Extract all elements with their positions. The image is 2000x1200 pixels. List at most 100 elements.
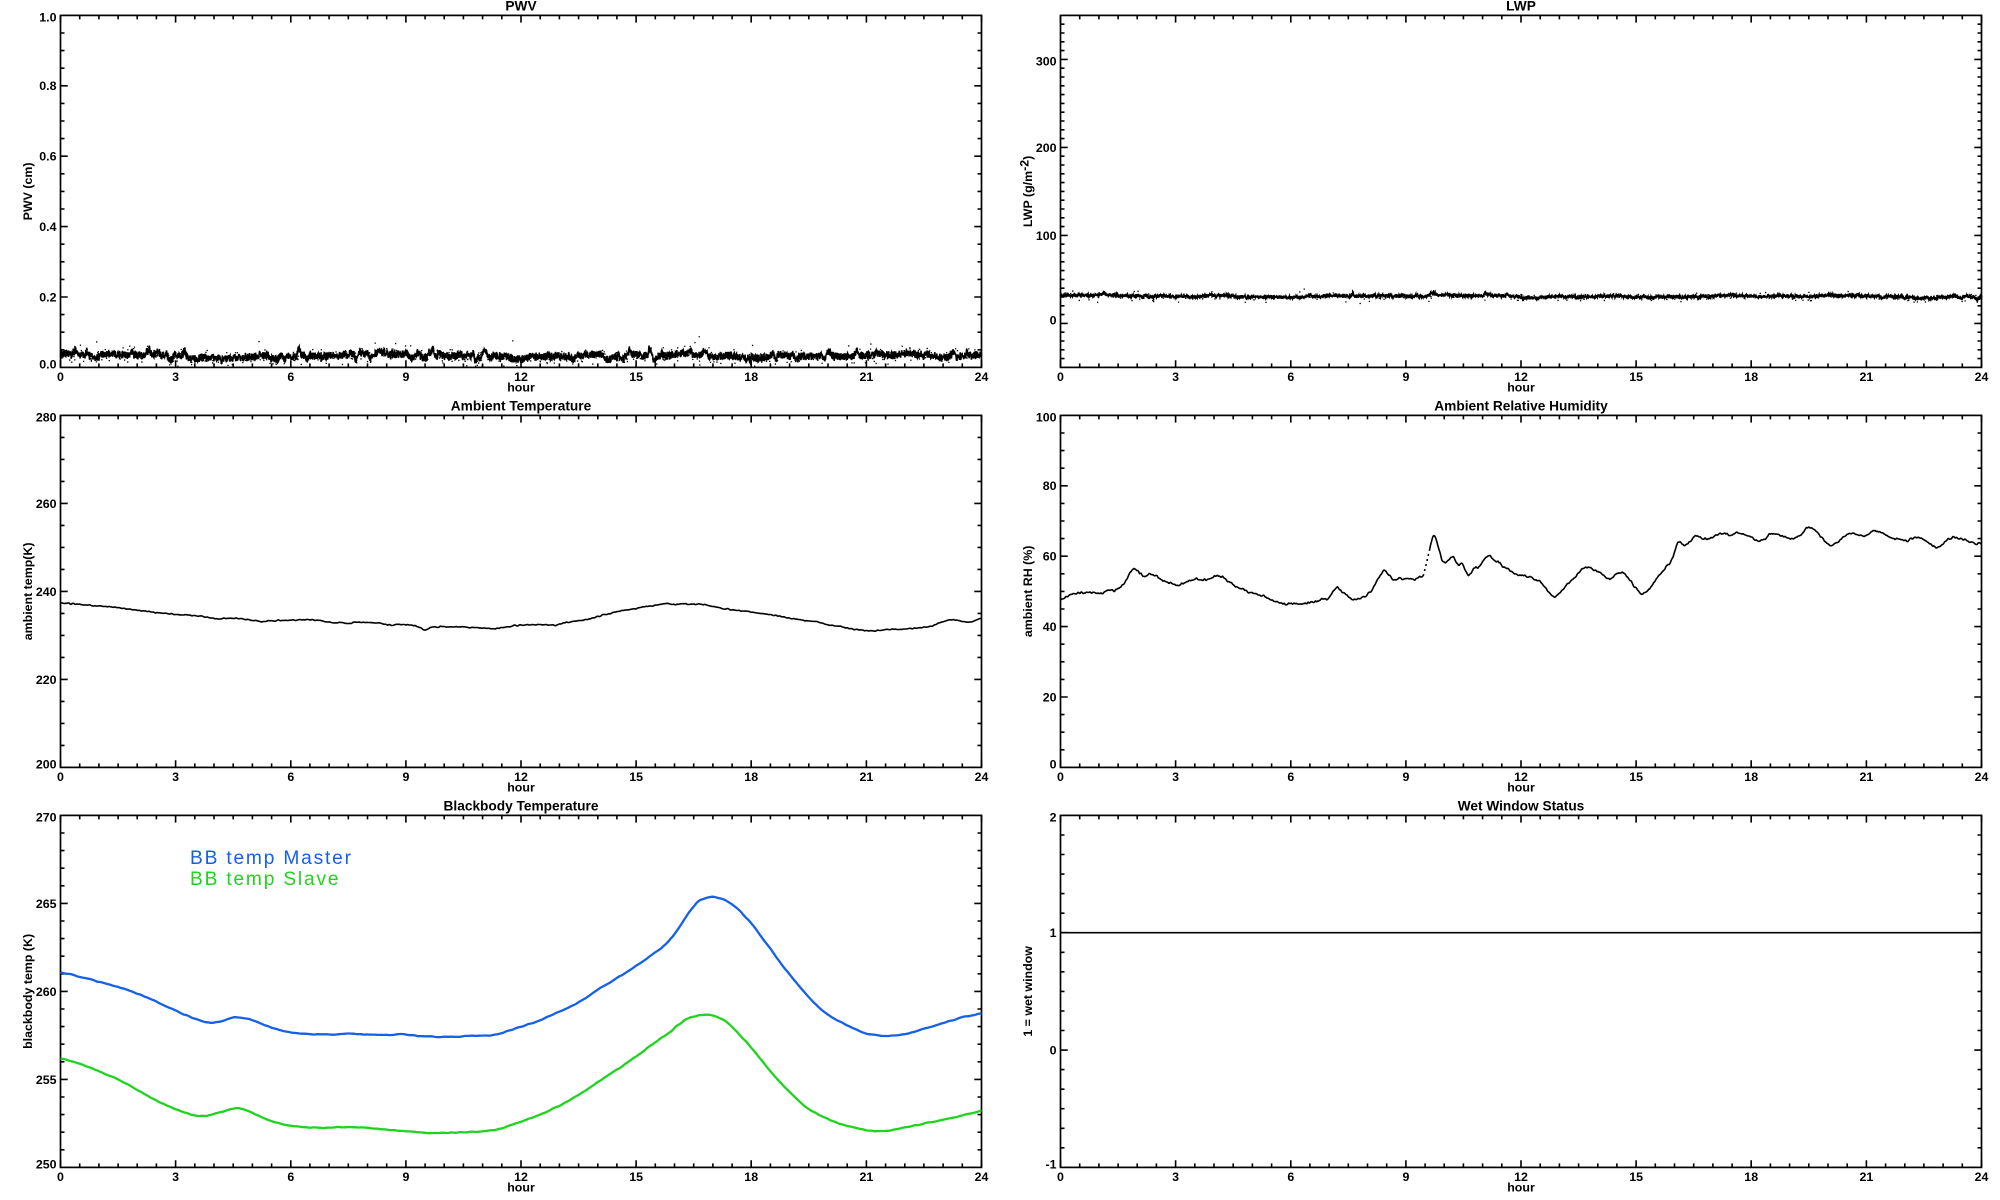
svg-text:300: 300 [1036, 55, 1057, 69]
svg-text:18: 18 [744, 370, 758, 384]
svg-text:3: 3 [1172, 1170, 1179, 1184]
svg-text:18: 18 [744, 770, 758, 784]
svg-text:270: 270 [36, 811, 57, 825]
svg-text:blackbody temp (K): blackbody temp (K) [21, 934, 35, 1049]
svg-text:hour: hour [1507, 781, 1535, 795]
svg-text:100: 100 [1036, 411, 1057, 425]
svg-text:40: 40 [1043, 620, 1057, 634]
svg-text:9: 9 [1402, 770, 1409, 784]
svg-text:255: 255 [36, 1073, 57, 1087]
svg-text:1 = wet window: 1 = wet window [1021, 946, 1035, 1037]
svg-text:BB temp Slave: BB temp Slave [190, 869, 340, 890]
svg-text:9: 9 [1402, 1170, 1409, 1184]
svg-text:0.0: 0.0 [39, 357, 56, 371]
svg-text:6: 6 [1287, 370, 1294, 384]
svg-text:260: 260 [36, 497, 57, 511]
svg-text:240: 240 [36, 585, 57, 599]
svg-text:24: 24 [975, 1170, 989, 1184]
svg-text:1: 1 [1050, 926, 1057, 940]
svg-text:18: 18 [1744, 1170, 1758, 1184]
svg-text:hour: hour [1507, 381, 1535, 395]
svg-text:24: 24 [1975, 370, 1989, 384]
svg-text:1.0: 1.0 [39, 11, 56, 25]
svg-text:3: 3 [1172, 370, 1179, 384]
svg-text:0.6: 0.6 [39, 150, 56, 164]
svg-text:220: 220 [36, 673, 57, 687]
svg-text:0.8: 0.8 [39, 79, 56, 93]
svg-text:6: 6 [1287, 1170, 1294, 1184]
svg-text:60: 60 [1043, 550, 1057, 564]
svg-text:0: 0 [57, 770, 64, 784]
svg-text:-1: -1 [1045, 1157, 1056, 1171]
svg-text:0.2: 0.2 [39, 290, 56, 304]
svg-text:265: 265 [36, 897, 57, 911]
svg-text:18: 18 [1744, 370, 1758, 384]
svg-text:15: 15 [629, 770, 643, 784]
svg-text:6: 6 [1287, 770, 1294, 784]
svg-text:12: 12 [1514, 370, 1528, 384]
svg-text:0: 0 [57, 1170, 64, 1184]
svg-text:24: 24 [975, 770, 989, 784]
svg-text:0: 0 [1050, 1044, 1057, 1058]
svg-text:Ambient Temperature: Ambient Temperature [451, 398, 592, 413]
svg-text:0: 0 [1057, 1170, 1064, 1184]
svg-text:80: 80 [1043, 479, 1057, 493]
svg-text:260: 260 [36, 985, 57, 999]
svg-text:18: 18 [744, 1170, 758, 1184]
svg-text:21: 21 [1860, 370, 1874, 384]
svg-text:3: 3 [172, 1170, 179, 1184]
svg-text:hour: hour [507, 381, 535, 395]
svg-text:21: 21 [1860, 770, 1874, 784]
svg-text:PWV: PWV [505, 0, 537, 13]
svg-text:9: 9 [402, 1170, 409, 1184]
svg-text:21: 21 [860, 370, 874, 384]
svg-text:21: 21 [860, 770, 874, 784]
svg-text:18: 18 [1744, 770, 1758, 784]
svg-text:0: 0 [57, 370, 64, 384]
svg-text:21: 21 [860, 1170, 874, 1184]
svg-text:0: 0 [1057, 770, 1064, 784]
svg-text:21: 21 [1860, 1170, 1874, 1184]
svg-text:ambient RH (%): ambient RH (%) [1021, 546, 1035, 638]
svg-text:15: 15 [629, 1170, 643, 1184]
svg-text:24: 24 [1975, 1170, 1989, 1184]
svg-text:3: 3 [1172, 770, 1179, 784]
svg-text:Blackbody Temperature: Blackbody Temperature [444, 798, 599, 813]
svg-text:15: 15 [1629, 370, 1643, 384]
svg-text:PWV (cm): PWV (cm) [21, 162, 35, 220]
svg-text:hour: hour [1507, 1181, 1535, 1195]
svg-text:12: 12 [514, 1170, 528, 1184]
svg-text:20: 20 [1043, 690, 1057, 704]
svg-text:15: 15 [629, 370, 643, 384]
svg-text:9: 9 [1402, 370, 1409, 384]
svg-text:3: 3 [172, 770, 179, 784]
svg-text:0: 0 [1057, 370, 1064, 384]
svg-text:200: 200 [1036, 141, 1057, 155]
svg-text:280: 280 [36, 411, 57, 425]
svg-text:0.4: 0.4 [39, 220, 56, 234]
svg-text:hour: hour [507, 1181, 535, 1195]
svg-text:3: 3 [172, 370, 179, 384]
svg-text:12: 12 [1514, 770, 1528, 784]
svg-text:12: 12 [514, 770, 528, 784]
svg-text:LWP: LWP [1506, 0, 1536, 13]
svg-text:0: 0 [1050, 313, 1057, 327]
svg-text:12: 12 [514, 370, 528, 384]
svg-text:12: 12 [1514, 1170, 1528, 1184]
svg-text:24: 24 [975, 370, 989, 384]
svg-text:hour: hour [507, 781, 535, 795]
svg-text:ambient temp(K): ambient temp(K) [21, 543, 35, 641]
svg-text:9: 9 [402, 370, 409, 384]
svg-text:Ambient Relative Humidity: Ambient Relative Humidity [1434, 398, 1608, 413]
svg-text:BB temp Master: BB temp Master [190, 848, 353, 869]
svg-text:100: 100 [1036, 229, 1057, 243]
svg-text:15: 15 [1629, 1170, 1643, 1184]
svg-text:15: 15 [1629, 770, 1643, 784]
svg-text:6: 6 [287, 370, 294, 384]
svg-text:LWP (g/m-2): LWP (g/m-2) [1018, 156, 1036, 227]
svg-text:24: 24 [1975, 770, 1989, 784]
svg-text:200: 200 [36, 757, 57, 771]
svg-text:Wet Window Status: Wet Window Status [1458, 798, 1585, 813]
svg-text:6: 6 [287, 770, 294, 784]
svg-text:0: 0 [1050, 757, 1057, 771]
